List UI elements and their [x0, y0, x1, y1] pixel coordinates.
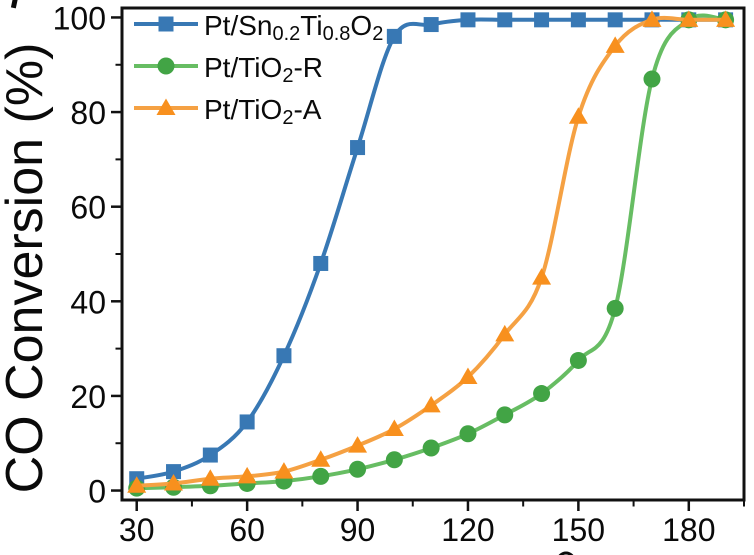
data-point-marker	[239, 414, 255, 430]
y-tick-label: 60	[70, 190, 106, 226]
data-point-marker	[532, 268, 552, 285]
data-point-marker	[350, 140, 366, 156]
data-point-marker	[311, 450, 331, 467]
data-point-marker	[458, 367, 478, 384]
data-point-marker	[496, 406, 514, 424]
data-point-marker	[570, 12, 586, 28]
x-tick-label: 60	[229, 512, 265, 548]
data-point-marker	[348, 436, 368, 453]
data-point-marker	[202, 447, 218, 463]
data-point-marker	[127, 476, 147, 493]
series-pt-tio2-r	[136, 13, 726, 491]
data-point-marker	[421, 395, 441, 413]
data-point-marker	[200, 469, 220, 486]
data-point-marker	[386, 28, 402, 44]
data-point-marker	[605, 36, 625, 53]
x-tick-label: 90	[340, 512, 376, 548]
data-point-marker	[237, 466, 257, 484]
data-point-marker	[166, 464, 182, 480]
series-pt-tio2-a	[136, 15, 726, 488]
data-point-marker	[312, 467, 330, 485]
data-point-marker	[274, 462, 294, 479]
data-point-marker	[497, 12, 513, 28]
data-point-marker	[385, 451, 403, 469]
data-point-marker	[642, 10, 662, 27]
x-tick-label: 30	[119, 512, 155, 548]
x-tick-label: 150	[552, 512, 605, 548]
data-point-marker	[459, 425, 477, 443]
data-point-marker	[679, 10, 699, 27]
data-point-marker	[716, 10, 736, 27]
data-point-marker	[349, 460, 367, 478]
data-point-marker	[164, 473, 184, 491]
cropped-axis-title-fragment	[558, 551, 574, 555]
data-point-marker	[276, 348, 292, 364]
legend-label: Pt/TiO2-R	[204, 52, 323, 88]
data-point-marker	[533, 385, 551, 403]
series-line	[136, 13, 726, 491]
x-tick-label: 180	[662, 512, 715, 548]
data-point-marker	[384, 419, 404, 437]
data-point-marker	[423, 17, 439, 33]
y-tick-label: 40	[70, 284, 106, 320]
data-point-marker	[422, 439, 440, 457]
legend-marker-circle	[157, 57, 175, 75]
data-point-marker	[569, 351, 587, 369]
legend-marker-square	[158, 16, 174, 32]
y-axis-title: CO Conversion (%)	[0, 42, 54, 494]
legend-marker-triangle	[156, 98, 176, 115]
y-tick-label: 20	[70, 379, 106, 415]
y-tick-label: 100	[53, 0, 106, 36]
data-point-marker	[607, 12, 623, 28]
series-line	[136, 15, 726, 488]
data-point-marker	[313, 255, 329, 271]
data-point-marker	[643, 70, 661, 88]
data-point-marker	[568, 107, 588, 124]
data-point-marker	[495, 324, 515, 342]
x-tick-label: 120	[441, 512, 494, 548]
legend-label: Pt/TiO2-A	[204, 94, 322, 130]
legend-label: Pt/Sn0.2Ti0.8O2	[204, 10, 383, 46]
y-tick-label: 0	[88, 474, 106, 510]
data-point-marker	[460, 12, 476, 28]
data-point-marker	[606, 299, 624, 317]
y-tick-label: 80	[70, 95, 106, 131]
data-point-marker	[534, 12, 550, 28]
